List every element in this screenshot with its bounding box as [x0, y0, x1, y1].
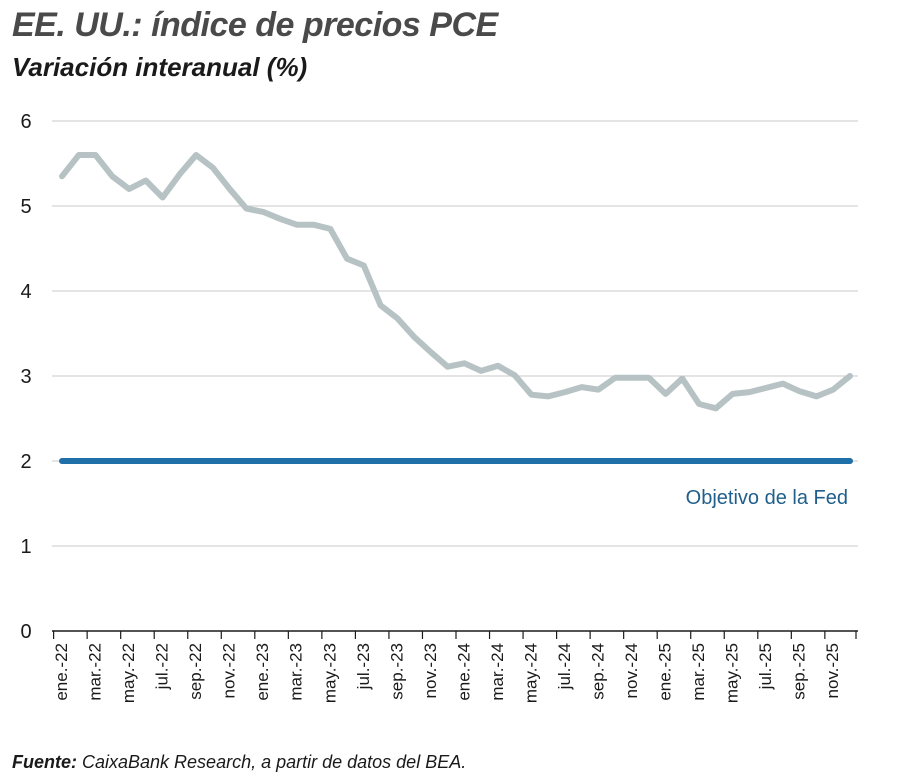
y-tick-label-4: 4 [20, 281, 31, 303]
fed-target-label: Objetivo de la Fed [686, 487, 848, 509]
x-tick-label-8: sep.-22 [186, 643, 205, 700]
x-tick-label-26: mar.-24 [488, 643, 507, 701]
x-tick-label-16: may.-23 [320, 643, 339, 703]
x-tick-label-4: may.-22 [119, 643, 138, 703]
x-tick-label-40: may.-25 [723, 643, 742, 703]
x-tick-label-28: may.-24 [521, 643, 540, 703]
x-tick-label-24: ene.-24 [454, 643, 473, 701]
x-tick-label-2: mar.-22 [86, 643, 105, 701]
x-tick-label-36: ene.-25 [656, 643, 675, 701]
x-axis-ticks: ene.-22 mar.-22 may.-22 jul.-22 sep.-22 nov.-… [52, 643, 842, 703]
y-tick-label-2: 2 [20, 451, 31, 473]
x-tick-label-32: sep.-24 [589, 643, 608, 700]
y-tick-label-5: 5 [20, 196, 31, 218]
x-tick-label-44: sep.-25 [790, 643, 809, 700]
y-tick-label-1: 1 [20, 536, 31, 558]
source-label: Fuente: [12, 752, 77, 772]
grid-lines [52, 120, 858, 547]
x-tick-label-20: sep.-23 [387, 643, 406, 700]
y-tick-label-6: 6 [20, 111, 31, 133]
y-tick-label-3: 3 [20, 366, 31, 388]
source-note: Fuente: CaixaBank Research, a partir de … [12, 752, 466, 773]
x-tick-label-22: nov.-23 [421, 643, 440, 698]
x-tick-label-12: ene.-23 [253, 643, 272, 701]
x-tick-label-38: mar.-25 [689, 643, 708, 701]
x-tick-label-34: nov.-24 [622, 643, 641, 698]
x-tick-label-18: jul.-23 [354, 643, 373, 690]
chart-subtitle: Variación interanual (%) [12, 52, 308, 82]
x-tick-label-6: jul.-22 [153, 643, 172, 690]
x-tick-label-14: mar.-23 [287, 643, 306, 701]
x-tick-label-46: nov.-25 [823, 643, 842, 698]
source-text: CaixaBank Research, a partir de datos de… [77, 752, 467, 772]
y-axis-ticks: 0 1 2 3 4 5 6 [20, 111, 31, 643]
x-tick-label-10: nov.-22 [220, 643, 239, 698]
x-axis [52, 630, 858, 639]
chart-title: EE. UU.: índice de precios PCE [12, 6, 498, 44]
pce-series-line [59, 152, 853, 412]
x-tick-label-0: ene.-22 [52, 643, 71, 701]
x-tick-label-30: jul.-24 [555, 643, 574, 690]
y-tick-label-0: 0 [20, 621, 31, 643]
x-tick-label-42: jul.-25 [756, 643, 775, 690]
